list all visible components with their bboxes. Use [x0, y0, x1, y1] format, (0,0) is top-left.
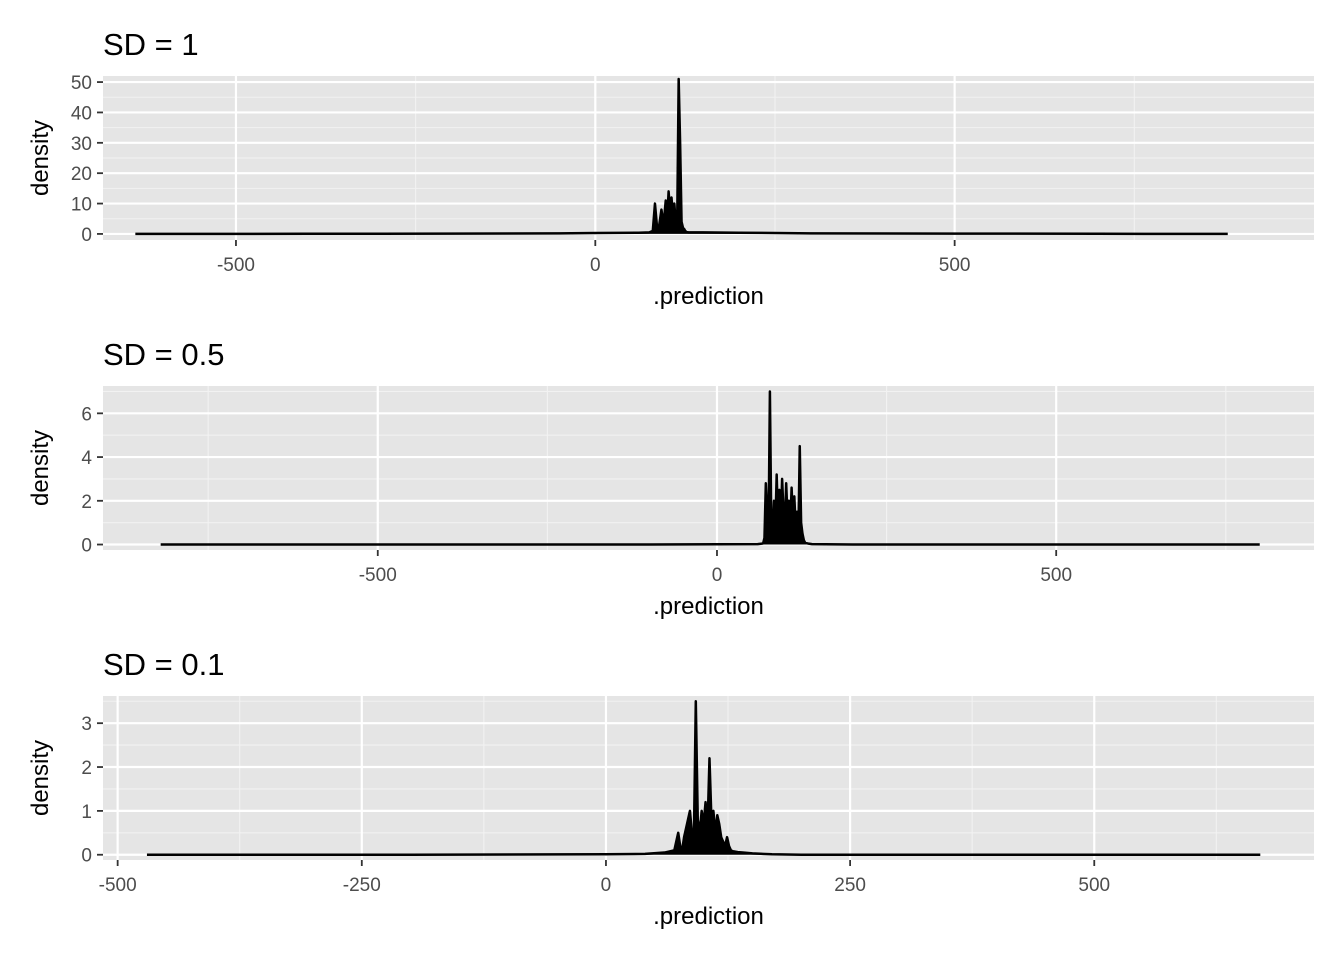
- x-tick-label: 500: [939, 255, 971, 276]
- y-tick-label: 3: [81, 714, 92, 735]
- y-tick-label: 40: [71, 103, 92, 124]
- y-axis-title: density: [27, 430, 54, 506]
- y-tick-label: 4: [81, 448, 92, 469]
- x-tick-label: 500: [1040, 565, 1072, 586]
- x-tick-label: 500: [1078, 875, 1110, 896]
- x-tick-label: 250: [834, 875, 866, 896]
- x-tick-label: 0: [601, 875, 612, 896]
- x-tick-label: -500: [99, 875, 137, 896]
- panel-title: SD = 1: [103, 27, 199, 62]
- x-tick-label: -250: [343, 875, 381, 896]
- y-tick-label: 10: [71, 195, 92, 216]
- y-tick-label: 2: [81, 758, 92, 779]
- y-tick-label: 1: [81, 802, 92, 823]
- panel-1: SD = 1 -500 0 500 0 10 20 30 40 50 .prediction dens…: [27, 27, 1314, 310]
- panel-title: SD = 0.1: [103, 647, 225, 682]
- y-tick-label: 0: [81, 846, 92, 867]
- x-axis-title: .prediction: [653, 903, 764, 930]
- density-line: [135, 77, 1228, 236]
- y-tick-label: 20: [71, 164, 92, 185]
- y-tick-label: 30: [71, 134, 92, 155]
- y-axis-title: density: [27, 740, 54, 816]
- panel-title: SD = 0.5: [103, 337, 225, 372]
- density-line: [146, 700, 1261, 856]
- x-tick-label: 0: [712, 565, 723, 586]
- density-line: [160, 390, 1260, 546]
- y-axis-title: density: [27, 120, 54, 196]
- panel-2: SD = 0.5 -500 0 500 0 2 4 6 .prediction density: [27, 337, 1314, 620]
- x-tick-label: -500: [217, 255, 255, 276]
- panel-background: [103, 386, 1314, 550]
- x-axis-title: .prediction: [653, 283, 764, 310]
- panel-3: SD = 0.1 -500 -250 0 250 500 0 1 2 3 .prediction de…: [27, 647, 1314, 930]
- y-tick-label: 6: [81, 404, 92, 425]
- y-tick-label: 0: [81, 536, 92, 557]
- x-tick-label: 0: [590, 255, 601, 276]
- x-axis-title: .prediction: [653, 593, 764, 620]
- y-tick-label: 50: [71, 73, 92, 94]
- x-tick-label: -500: [359, 565, 397, 586]
- y-tick-label: 2: [81, 492, 92, 513]
- y-tick-label: 0: [81, 225, 92, 246]
